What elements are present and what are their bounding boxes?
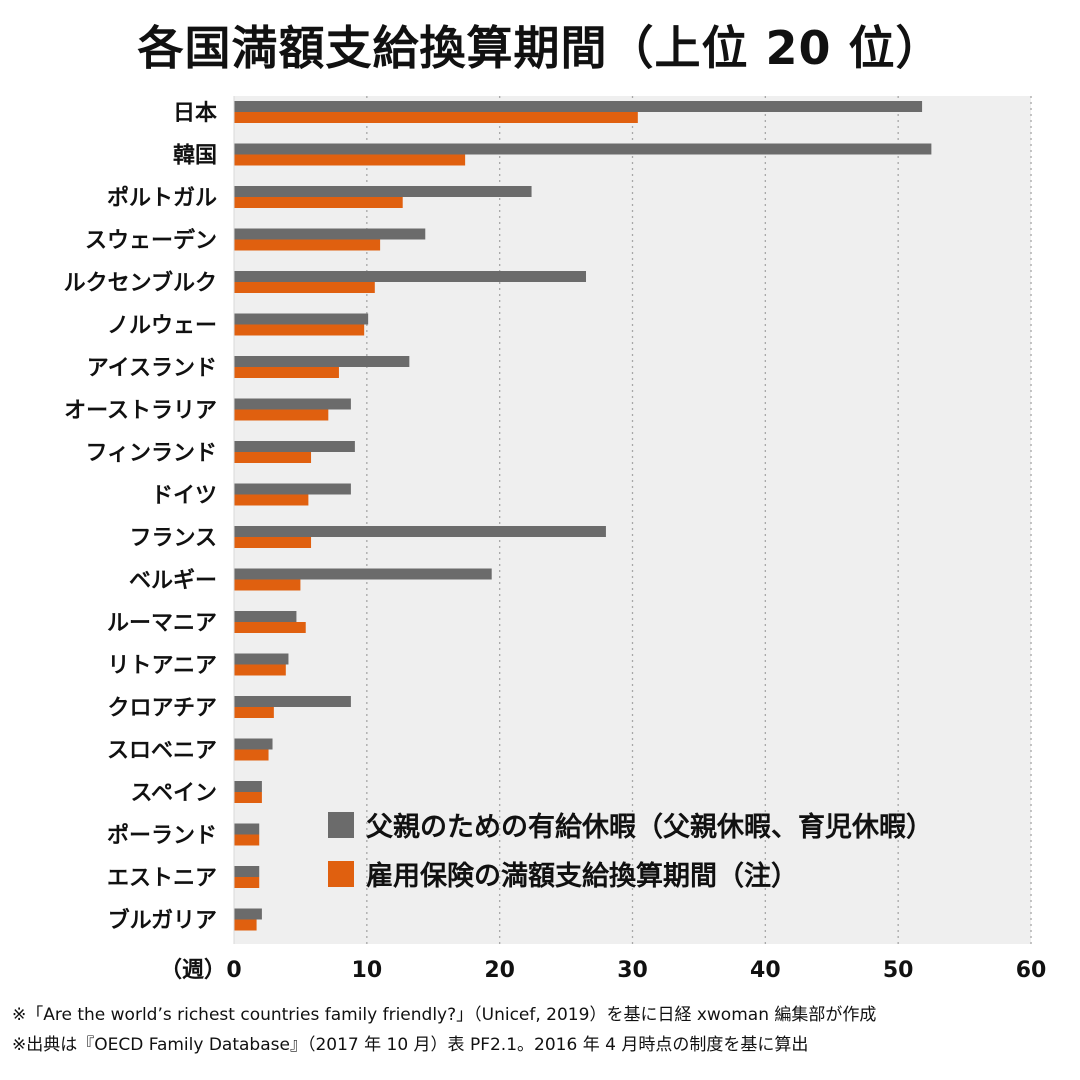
x-tick-label: 20 (484, 958, 515, 983)
category-label: ノルウェー (107, 314, 217, 339)
bar-fulltime-equivalent (234, 622, 306, 633)
legend-label: 雇用保険の満額支給換算期間（注） (366, 860, 798, 892)
bar-fulltime-equivalent (234, 579, 301, 591)
legend-swatch (328, 812, 354, 838)
bar-fulltime-equivalent (234, 919, 257, 931)
category-label: ポーランド (107, 823, 217, 849)
bar-fulltime-equivalent (234, 834, 260, 846)
bar-paternal-leave (234, 483, 351, 495)
bar-fulltime-equivalent (234, 367, 339, 378)
category-label: リトアニア (107, 654, 217, 679)
category-label: ルクセンブルク (64, 270, 217, 296)
bar-fulltime-equivalent (234, 409, 329, 421)
bar-fulltime-equivalent (234, 792, 262, 803)
category-label: スウェーデン (85, 228, 217, 254)
chart-title: 各国満額支給換算期間（上位 20 位） (137, 21, 943, 75)
bar-fulltime-equivalent (234, 324, 365, 336)
x-axis-ticks: 0 10 20 30 40 50 60 (226, 958, 1046, 983)
bar-paternal-leave (234, 313, 369, 325)
category-label: スロベニア (107, 739, 217, 764)
legend-label: 父親のための有給休暇（父親休暇、育児休暇） (366, 811, 933, 843)
category-label: オーストラリア (64, 399, 217, 424)
bar-fulltime-equivalent (234, 749, 269, 761)
bar-paternal-leave (234, 866, 260, 877)
x-axis-unit: （週） (160, 958, 226, 983)
bar-paternal-leave (234, 186, 532, 197)
bar-paternal-leave (234, 526, 606, 537)
category-label: エストニア (107, 866, 217, 891)
category-label: ブルガリア (108, 908, 217, 934)
bar-fulltime-equivalent (234, 664, 286, 676)
category-label: アイスランド (87, 356, 217, 381)
x-tick-label: 40 (750, 958, 781, 983)
footnote-origin: ※出典は『OECD Family Database』（2017 年 10 月）表… (12, 1035, 809, 1055)
bar-paternal-leave (234, 228, 426, 240)
bar-paternal-leave (234, 781, 262, 792)
bar-paternal-leave (234, 738, 273, 750)
bar-paternal-leave (234, 101, 923, 112)
bar-fulltime-equivalent (234, 239, 381, 251)
bar-fulltime-equivalent (234, 537, 312, 548)
bar-paternal-leave (234, 356, 410, 367)
footnote-source: ※「Are the world’s richest countries fami… (12, 1005, 877, 1025)
bar-paternal-leave (234, 568, 492, 580)
bar-paternal-leave (234, 696, 351, 707)
category-label: 韓国 (173, 143, 217, 169)
category-label: ドイツ (151, 484, 217, 509)
category-label: ベルギー (129, 569, 217, 594)
bar-paternal-leave (234, 398, 351, 410)
bar-fulltime-equivalent (234, 112, 638, 123)
x-tick-label: 60 (1016, 958, 1047, 983)
bars (233, 96, 932, 944)
category-label: 日本 (173, 101, 217, 126)
legend: 父親のための有給休暇（父親休暇、育児休暇） 雇用保険の満額支給換算期間（注） (328, 811, 933, 892)
bar-paternal-leave (234, 908, 262, 920)
x-tick-label: 10 (352, 958, 383, 983)
bar-paternal-leave (234, 143, 932, 155)
category-label: ルーマニア (107, 611, 217, 636)
bar-fulltime-equivalent (234, 452, 312, 463)
bar-paternal-leave (234, 271, 587, 282)
bar-paternal-leave (234, 823, 260, 835)
category-label: フィンランド (85, 441, 217, 466)
bar-paternal-leave (234, 441, 355, 452)
bar-paternal-leave (234, 611, 297, 622)
category-label: ポルトガル (107, 185, 217, 211)
x-tick-label: 50 (883, 958, 914, 983)
bar-fulltime-equivalent (234, 877, 260, 888)
category-labels: 日本韓国ポルトガルスウェーデンルクセンブルクノルウェーアイスランドオーストラリア… (64, 101, 217, 934)
category-label: フランス (129, 526, 217, 551)
bar-fulltime-equivalent (234, 154, 466, 166)
category-label: スペイン (131, 781, 217, 806)
x-tick-label: 0 (226, 958, 241, 983)
bar-fulltime-equivalent (234, 707, 274, 718)
bar-fulltime-equivalent (234, 494, 309, 506)
legend-swatch (328, 861, 354, 887)
bar-paternal-leave (234, 653, 289, 665)
bar-fulltime-equivalent (234, 197, 403, 208)
bar-chart: 日本韓国ポルトガルスウェーデンルクセンブルクノルウェーアイスランドオーストラリア… (64, 96, 1046, 983)
category-label: クロアチア (107, 696, 217, 721)
bar-fulltime-equivalent (234, 282, 375, 293)
x-tick-label: 30 (617, 958, 648, 983)
